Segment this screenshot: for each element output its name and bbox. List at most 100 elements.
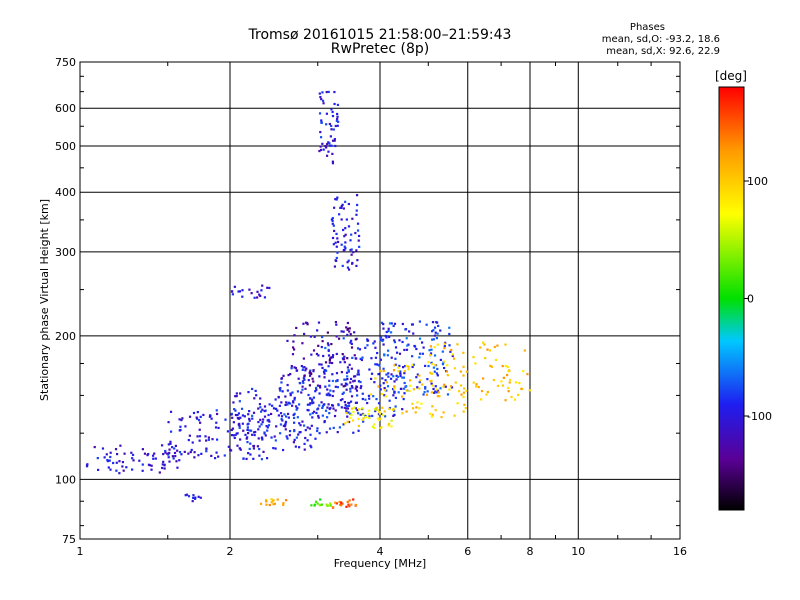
data-point [271, 404, 274, 407]
data-point [272, 503, 275, 506]
data-point [318, 392, 321, 395]
data-point [340, 218, 343, 221]
data-point [257, 407, 260, 410]
data-point [279, 412, 283, 415]
data-point [209, 414, 212, 417]
data-point [276, 498, 279, 501]
data-point [178, 418, 181, 421]
colorbar-gradient [718, 86, 745, 511]
data-point [280, 418, 283, 421]
data-point [215, 421, 218, 424]
data-point [382, 367, 385, 370]
data-point [379, 369, 382, 373]
data-point [328, 412, 331, 415]
data-point [334, 320, 338, 324]
data-point [502, 376, 505, 379]
data-point [292, 416, 296, 420]
data-point [386, 385, 390, 388]
data-point [375, 406, 378, 409]
data-point [171, 455, 174, 458]
data-point [239, 448, 242, 451]
data-point [173, 447, 176, 450]
data-point [393, 341, 397, 344]
data-point [101, 447, 105, 450]
data-point [462, 351, 465, 354]
data-point [93, 445, 96, 449]
data-point [279, 432, 282, 435]
x-tick-label: 2 [227, 545, 234, 558]
data-point [286, 437, 289, 440]
data-point [346, 357, 349, 360]
data-point [355, 386, 359, 389]
data-point [373, 381, 376, 384]
data-point [193, 451, 196, 454]
data-point [320, 119, 323, 122]
data-point [176, 466, 179, 469]
data-point [504, 364, 507, 368]
data-point [319, 130, 322, 134]
data-point [265, 503, 268, 506]
data-point [319, 145, 322, 148]
y-tick-label: 600 [55, 102, 76, 115]
data-point [350, 385, 354, 388]
data-point [334, 241, 337, 244]
data-point [463, 403, 466, 406]
data-point [453, 367, 456, 370]
data-point [266, 419, 269, 422]
data-point [398, 339, 401, 342]
data-point [238, 422, 241, 426]
data-point [383, 389, 387, 392]
data-point [132, 459, 135, 462]
x-tick-label: 10 [571, 545, 585, 558]
data-point [327, 349, 330, 352]
data-point [342, 207, 345, 210]
data-point [250, 429, 253, 432]
data-point [336, 115, 339, 118]
data-point [199, 421, 202, 424]
data-point [331, 394, 334, 398]
data-point [413, 344, 416, 348]
data-point [238, 447, 241, 450]
data-point [320, 121, 323, 124]
data-point [433, 334, 437, 337]
data-point [109, 455, 112, 459]
data-point [278, 404, 281, 407]
data-point [416, 386, 419, 389]
data-point [385, 373, 388, 376]
data-points [85, 90, 531, 509]
data-point [292, 413, 295, 417]
data-point [184, 425, 187, 428]
data-point [169, 442, 172, 445]
data-point [260, 436, 264, 439]
data-point [430, 382, 433, 385]
data-point [131, 457, 134, 460]
data-point [284, 428, 287, 431]
data-point [174, 444, 178, 448]
data-point [345, 411, 348, 415]
data-point [435, 388, 438, 391]
data-point [311, 377, 314, 380]
data-point [366, 339, 370, 342]
data-point [292, 441, 296, 444]
data-point [427, 361, 430, 364]
data-point [385, 381, 388, 384]
y-axis-label: Stationary phase Virtual Height [km] [38, 199, 51, 401]
data-point [207, 436, 210, 439]
data-point [393, 385, 396, 388]
data-point [297, 433, 300, 436]
data-point [310, 353, 313, 356]
data-point [330, 108, 333, 111]
data-point [274, 447, 277, 450]
data-point [311, 412, 314, 415]
data-point [501, 384, 504, 387]
data-point [451, 353, 454, 356]
data-point [284, 422, 287, 425]
data-point [239, 416, 242, 419]
data-point [352, 251, 355, 254]
data-point [336, 103, 340, 107]
data-point [357, 234, 361, 238]
data-point [403, 372, 406, 375]
data-point [347, 404, 351, 407]
data-point [403, 381, 406, 385]
data-point [342, 228, 345, 232]
